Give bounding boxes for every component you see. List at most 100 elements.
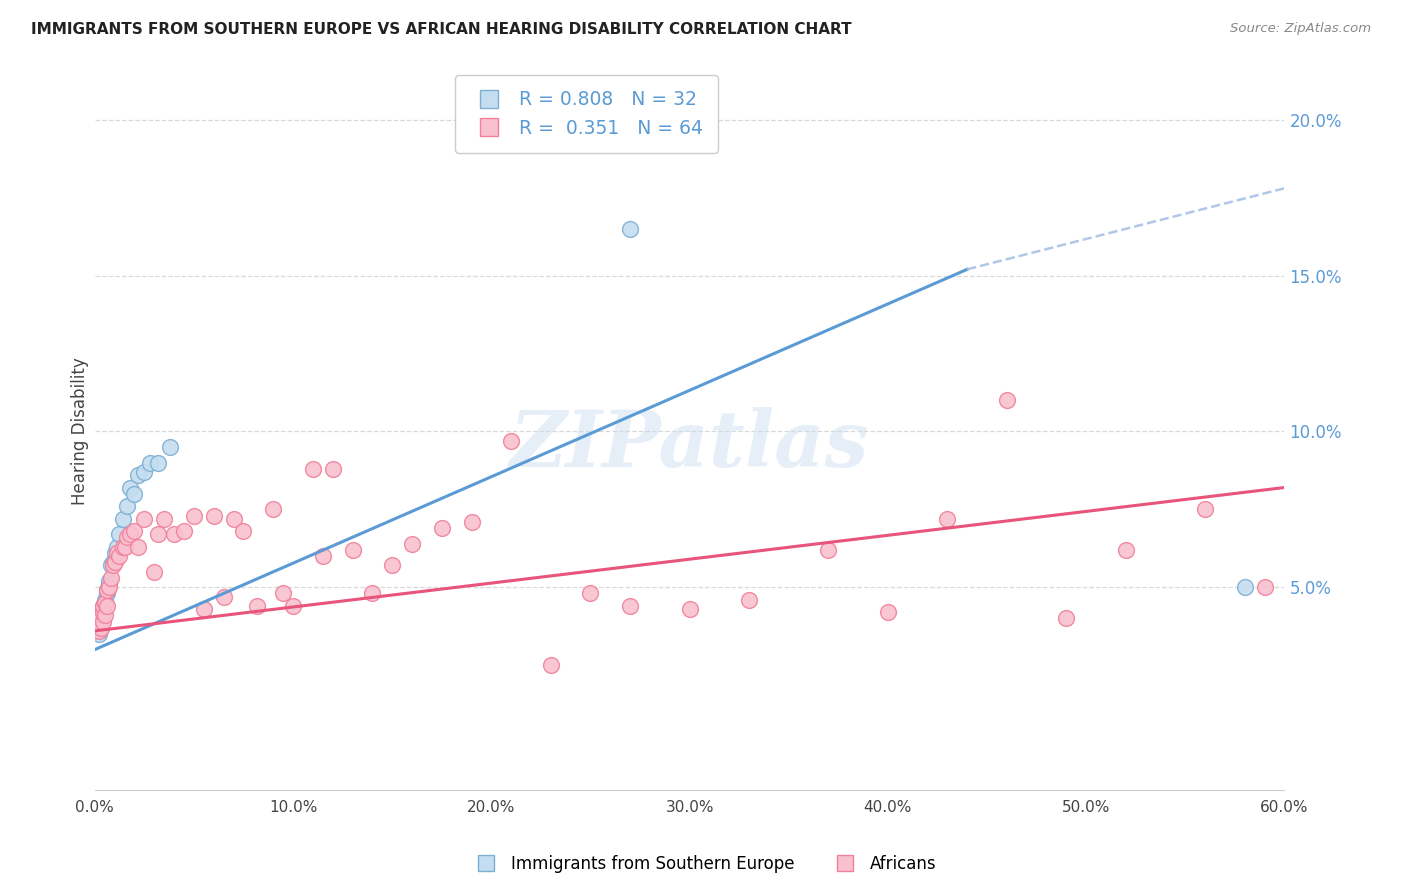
Point (87, 624, 110, 638)
Point (262, 502, 284, 516)
Point (139, 456, 162, 470)
Point (96, 586, 118, 600)
Point (100, 558, 122, 573)
Point (127, 468, 149, 483)
Point (619, 599, 641, 613)
Point (90, 605, 112, 619)
Point (111, 511, 134, 525)
Point (212, 590, 235, 604)
Y-axis label: Hearing Disability: Hearing Disability (72, 358, 89, 505)
Point (134, 465, 156, 479)
Point (361, 586, 384, 600)
Point (430, 521, 453, 535)
Point (876, 605, 898, 619)
Point (93, 592, 115, 607)
Point (202, 508, 225, 523)
Point (124, 524, 146, 538)
Point (87, 611, 110, 625)
Point (1233, 580, 1256, 594)
Point (87, 627, 110, 641)
Point (501, 434, 523, 448)
Point (1194, 502, 1216, 516)
Point (91, 599, 114, 613)
Point (115, 500, 138, 514)
Point (579, 586, 602, 600)
Point (97, 580, 120, 594)
Point (322, 462, 344, 476)
Point (86, 611, 108, 625)
Point (90, 621, 112, 635)
Point (107, 549, 129, 563)
Point (995, 393, 1018, 408)
Point (105, 540, 128, 554)
Point (93, 608, 115, 623)
Point (678, 602, 700, 616)
Point (401, 536, 423, 550)
Point (381, 558, 404, 573)
Point (96, 583, 118, 598)
Point (148, 527, 170, 541)
Point (148, 456, 170, 470)
Point (87, 611, 110, 625)
Point (111, 540, 134, 554)
Point (936, 511, 959, 525)
Point (107, 527, 129, 541)
Point (90, 621, 112, 635)
Point (127, 540, 149, 554)
Point (222, 511, 245, 525)
Point (93, 596, 115, 610)
Point (101, 558, 124, 573)
Point (460, 515, 482, 529)
Point (91, 605, 114, 619)
Point (90, 608, 112, 623)
Point (115, 530, 138, 544)
Point (96, 599, 118, 613)
Point (738, 592, 761, 607)
Point (100, 571, 122, 585)
Point (93, 596, 115, 610)
Legend: Immigrants from Southern Europe, Africans: Immigrants from Southern Europe, African… (463, 848, 943, 880)
Point (619, 222, 641, 236)
Point (97, 574, 120, 588)
Point (1115, 542, 1137, 557)
Point (120, 527, 142, 541)
Point (302, 462, 325, 476)
Point (86, 621, 108, 635)
Point (120, 481, 142, 495)
Point (86, 621, 108, 635)
Point (312, 549, 335, 563)
Point (143, 565, 166, 579)
Point (281, 599, 304, 613)
Point (87, 617, 110, 632)
Point (271, 586, 294, 600)
Point (86, 624, 108, 638)
Point (104, 546, 127, 560)
Point (163, 527, 186, 541)
Point (193, 602, 215, 616)
Point (96, 583, 118, 598)
Point (101, 555, 124, 569)
Point (173, 524, 195, 538)
Point (246, 599, 269, 613)
Point (90, 611, 112, 625)
Legend: R = 0.808   N = 32, R =  0.351   N = 64: R = 0.808 N = 32, R = 0.351 N = 64 (456, 75, 718, 153)
Point (342, 542, 364, 557)
Text: Source: ZipAtlas.com: Source: ZipAtlas.com (1230, 22, 1371, 36)
Point (105, 546, 128, 560)
Point (124, 487, 146, 501)
Point (104, 555, 127, 569)
Point (91, 605, 114, 619)
Point (91, 615, 114, 629)
Text: ZIPatlas: ZIPatlas (510, 408, 869, 484)
Point (1054, 611, 1077, 625)
Text: IMMIGRANTS FROM SOUTHERN EUROPE VS AFRICAN HEARING DISABILITY CORRELATION CHART: IMMIGRANTS FROM SOUTHERN EUROPE VS AFRIC… (31, 22, 852, 37)
Point (153, 511, 176, 525)
Point (183, 508, 205, 523)
Point (134, 511, 156, 525)
Point (159, 440, 181, 454)
Point (97, 577, 120, 591)
Point (232, 524, 254, 538)
Point (91, 599, 114, 613)
Point (114, 540, 136, 554)
Point (817, 542, 839, 557)
